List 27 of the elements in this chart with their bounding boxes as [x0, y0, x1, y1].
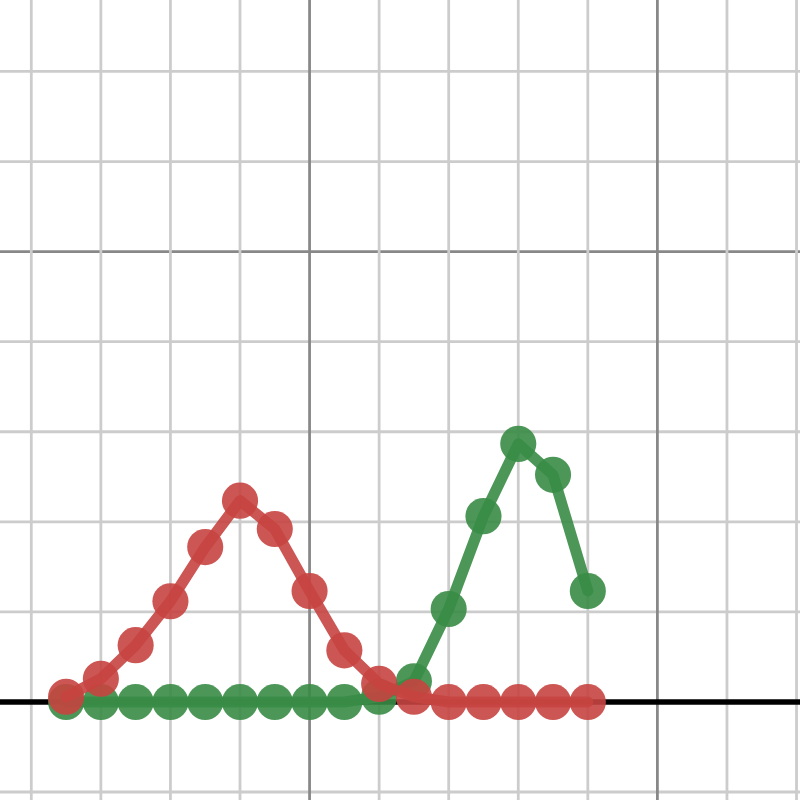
point [221, 482, 259, 519]
point [117, 627, 154, 664]
point [117, 683, 154, 720]
point [291, 572, 328, 610]
point [465, 683, 502, 720]
point [395, 678, 432, 715]
point [430, 590, 467, 628]
point [82, 660, 119, 697]
point [569, 572, 606, 610]
point [221, 683, 259, 720]
point [361, 665, 398, 702]
point [430, 683, 467, 720]
point [569, 683, 606, 720]
point [534, 683, 572, 720]
point [326, 632, 363, 669]
point [326, 683, 363, 720]
point [256, 510, 293, 548]
point [152, 583, 189, 620]
point [152, 683, 189, 720]
point [534, 456, 572, 493]
point [256, 683, 293, 720]
point [465, 498, 502, 535]
point [291, 683, 328, 720]
point [500, 425, 537, 462]
point [187, 683, 224, 720]
point [187, 529, 224, 566]
point [500, 683, 537, 720]
